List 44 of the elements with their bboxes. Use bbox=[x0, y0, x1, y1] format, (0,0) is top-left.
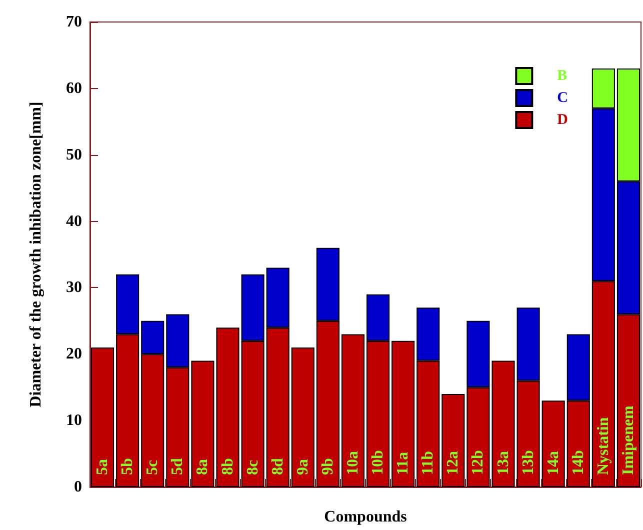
y-axis-title: Diameter of the growth inhibation zone[mm] bbox=[28, 102, 44, 408]
bar bbox=[341, 334, 364, 487]
x-tick-label: 5d bbox=[169, 458, 186, 475]
y-tick-label: 40 bbox=[66, 212, 82, 230]
y-tick-label: 20 bbox=[66, 346, 82, 363]
y-tick-label: 10 bbox=[66, 412, 82, 430]
x-tick-label: 12b bbox=[470, 450, 487, 475]
bar bbox=[442, 394, 465, 487]
y-tick-label: 60 bbox=[66, 80, 82, 97]
x-tick-label: 13b bbox=[520, 450, 537, 475]
y-tick-label: 70 bbox=[66, 14, 82, 30]
x-tick-label: 10b bbox=[370, 450, 387, 475]
y-tick-label: 50 bbox=[66, 146, 82, 164]
bar bbox=[216, 328, 240, 487]
x-tick-label: Imipenem bbox=[620, 405, 637, 475]
x-tick-label: 8b bbox=[219, 458, 236, 475]
x-tick-label: 13a bbox=[494, 451, 512, 475]
x-tick-label: Nystatin bbox=[594, 417, 612, 475]
legend-label: C bbox=[557, 90, 568, 106]
bar bbox=[542, 400, 565, 487]
x-tick-label: 9a bbox=[294, 459, 312, 475]
y-tick-label: 0 bbox=[74, 478, 82, 496]
x-axis-title: Compounds bbox=[324, 508, 407, 526]
x-tick-label: 11a bbox=[394, 452, 412, 475]
x-tick-label: 9b bbox=[319, 458, 336, 475]
x-tick-label: 11b bbox=[420, 450, 437, 475]
x-tick-label: 5b bbox=[119, 458, 136, 475]
x-tick-label: 5c bbox=[144, 460, 162, 475]
x-tick-label: 8d bbox=[269, 458, 286, 475]
x-tick-label: 5a bbox=[94, 459, 112, 475]
x-tick-label: 8c bbox=[244, 460, 262, 475]
bar bbox=[392, 340, 415, 487]
x-tick-label: 14b bbox=[570, 450, 587, 475]
y-tick-label: 30 bbox=[66, 279, 82, 296]
bar bbox=[291, 348, 314, 487]
legend-label: B bbox=[557, 68, 568, 84]
x-tick-label: 14a bbox=[544, 451, 562, 475]
x-tick-label: 12a bbox=[444, 451, 462, 475]
bar bbox=[91, 348, 114, 487]
x-tick-label: 10a bbox=[344, 451, 362, 475]
x-tick-label: 8a bbox=[194, 459, 212, 475]
bar bbox=[492, 360, 515, 487]
bar bbox=[191, 360, 214, 487]
legend-label: D bbox=[557, 112, 568, 128]
